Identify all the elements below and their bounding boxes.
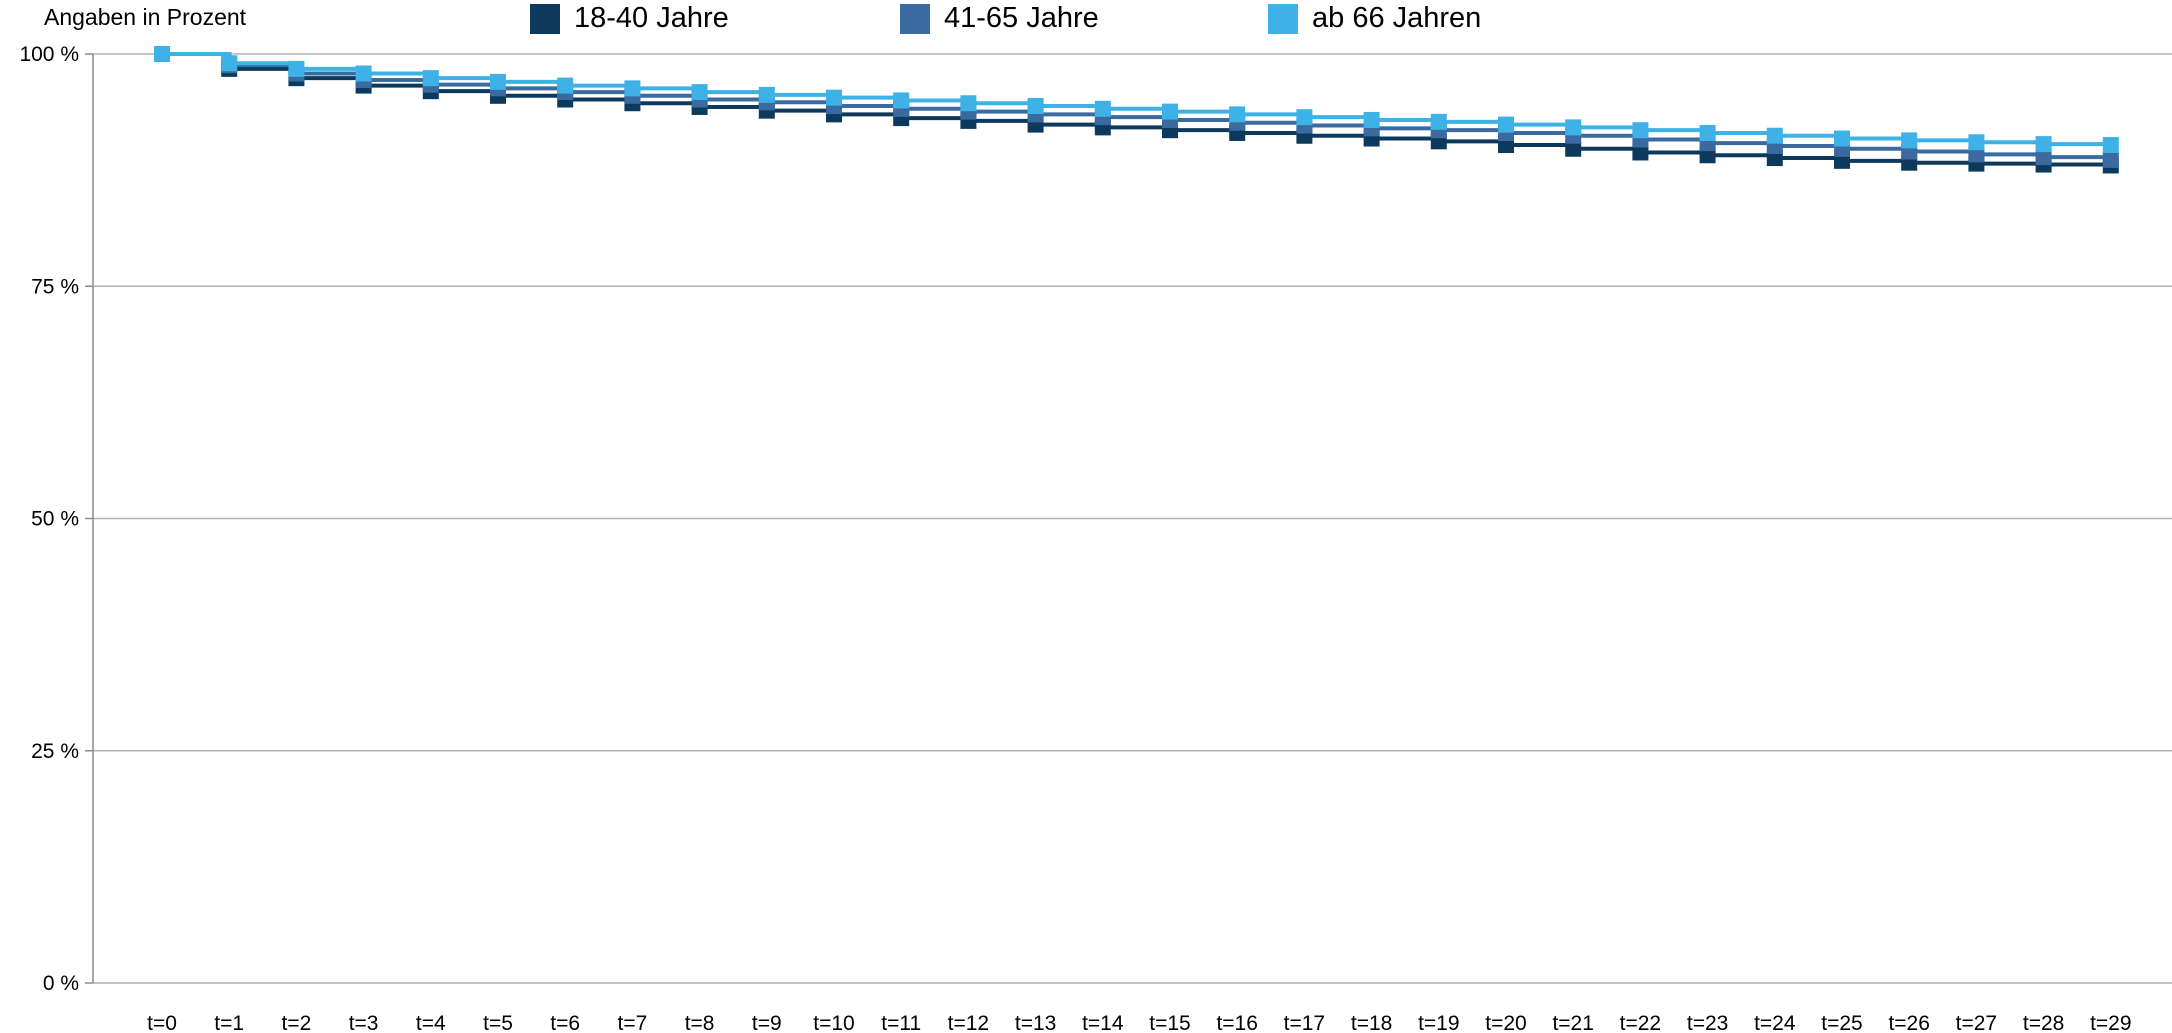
x-tick-label: t=14 [1082, 1012, 1124, 1033]
data-point-marker [1632, 144, 1649, 161]
x-tick-label: t=5 [483, 1012, 513, 1033]
data-point-marker [1834, 152, 1850, 169]
data-point-marker [422, 70, 439, 87]
data-point-marker [1766, 127, 1783, 144]
legend-swatch-18-40 [530, 3, 560, 34]
x-tick-label: t=7 [618, 1012, 648, 1033]
data-point-marker [691, 84, 708, 101]
data-point-marker [2035, 136, 2052, 153]
x-tick-label: t=10 [813, 1012, 854, 1033]
legend-item-ab-66: ab 66 Jahren [1268, 2, 1481, 35]
x-tick-label: t=12 [948, 1012, 989, 1033]
y-tick-label: 75 % [31, 275, 79, 298]
x-tick-label: t=0 [147, 1012, 177, 1033]
legend-swatch-ab-66 [1268, 3, 1298, 34]
data-point-marker [557, 77, 574, 94]
data-point-marker [1968, 134, 1985, 151]
data-point-marker [1229, 106, 1246, 123]
data-point-marker [355, 65, 372, 82]
data-point-marker [1363, 111, 1380, 128]
x-tick-label: t=20 [1485, 1012, 1526, 1033]
data-point-marker [1565, 119, 1582, 136]
x-tick-label: t=4 [416, 1012, 446, 1033]
data-point-marker [2102, 151, 2119, 168]
x-tick-label: t=21 [1552, 1012, 1593, 1033]
data-point-marker [490, 73, 506, 90]
x-tick-label: t=24 [1754, 1012, 1796, 1033]
data-point-marker [1498, 137, 1514, 154]
data-point-marker [1901, 132, 1918, 149]
x-tick-label: t=6 [550, 1012, 580, 1033]
x-tick-label: t=25 [1821, 1012, 1862, 1033]
data-point-marker [288, 60, 305, 77]
y-tick-label: 0 % [43, 972, 79, 995]
y-tick-labels: 0 % 25 % 50 % 75 % 100 % [19, 43, 79, 995]
series-group [154, 46, 2119, 174]
x-tick-label: t=9 [752, 1012, 782, 1033]
legend-item-41-65: 41-65 Jahre [900, 2, 1099, 35]
series-3 [154, 46, 2119, 154]
x-tick-label: t=11 [881, 1012, 921, 1033]
unit-note: Angaben in Prozent [44, 4, 247, 30]
x-tick-label: t=16 [1216, 1012, 1257, 1033]
data-point-marker [826, 89, 842, 106]
data-point-marker [2102, 137, 2119, 154]
x-tick-label: t=18 [1351, 1012, 1392, 1033]
data-point-marker [2035, 149, 2052, 166]
data-point-marker [154, 46, 170, 62]
data-point-marker [221, 55, 238, 72]
data-point-marker [624, 80, 641, 97]
legend-swatch-41-65 [900, 3, 930, 34]
y-tick-label: 100 % [19, 43, 79, 66]
x-tick-label: t=27 [1956, 1012, 1997, 1033]
legend-label-ab-66: ab 66 Jahren [1312, 2, 1482, 34]
legend-label-18-40: 18-40 Jahre [574, 2, 729, 34]
x-tick-label: t=19 [1418, 1012, 1459, 1033]
x-tick-label: t=8 [685, 1012, 715, 1033]
data-point-marker [1498, 116, 1514, 133]
legend-item-18-40: 18-40 Jahre [530, 2, 729, 35]
x-tick-label: t=22 [1620, 1012, 1661, 1033]
data-point-marker [1430, 113, 1447, 130]
x-tick-label: t=13 [1015, 1012, 1056, 1033]
data-point-marker [1296, 109, 1313, 126]
data-point-marker [1766, 150, 1783, 167]
x-tick-label: t=26 [1888, 1012, 1929, 1033]
y-tick-label: 50 % [31, 508, 79, 531]
data-point-marker [1834, 130, 1850, 147]
data-point-marker [960, 95, 977, 112]
x-tick-label: t=15 [1149, 1012, 1190, 1033]
data-point-marker [1565, 140, 1582, 157]
x-tick-label: t=23 [1687, 1012, 1728, 1033]
data-point-marker [893, 92, 910, 109]
x-tick-label: t=17 [1284, 1012, 1325, 1033]
data-point-marker [1094, 100, 1111, 117]
data-point-marker [1699, 147, 1716, 164]
x-tick-label: t=2 [282, 1012, 312, 1033]
x-tick-label: t=1 [214, 1012, 244, 1033]
x-tick-labels: t=0 t=1 t=2 t=3 t=4 t=5 t=6 t=7 t=8 t=9 t=10 t=11 t=… [147, 1012, 2131, 1033]
series-line [162, 52, 2113, 147]
x-tick-label: t=28 [2023, 1012, 2064, 1033]
data-point-marker [758, 86, 775, 103]
x-tick-label: t=3 [349, 1012, 379, 1033]
gridlines [85, 53, 2172, 984]
data-point-marker [1632, 122, 1649, 139]
data-point-marker [1027, 98, 1044, 115]
y-tick-label: 25 % [31, 740, 79, 763]
legend-label-41-65: 41-65 Jahre [944, 2, 1099, 34]
x-tick-label: t=29 [2090, 1012, 2131, 1033]
data-point-marker [1162, 103, 1178, 120]
data-point-marker [1968, 146, 1985, 163]
data-point-marker [1699, 124, 1716, 141]
